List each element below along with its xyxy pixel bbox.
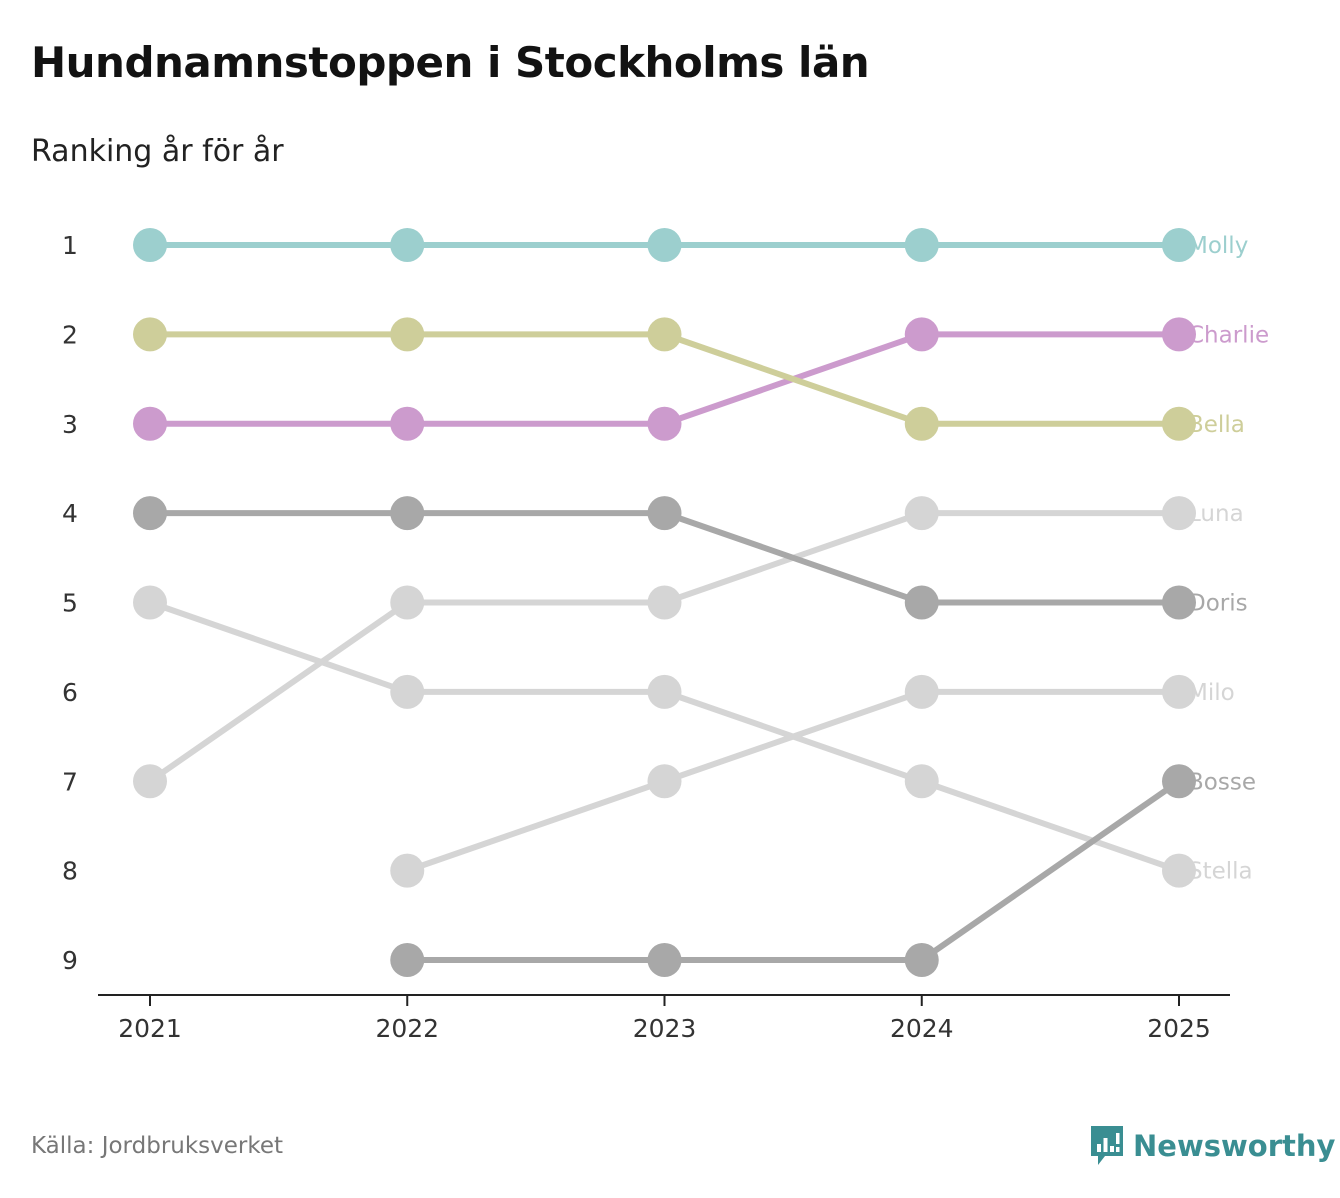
series-label-luna: Luna <box>1188 501 1244 527</box>
point-doris-2022 <box>390 496 425 531</box>
point-bosse-2023 <box>647 943 682 977</box>
point-stella-2024 <box>904 764 939 799</box>
series-points <box>133 228 1196 977</box>
point-charlie-2024 <box>904 317 939 352</box>
point-charlie-2023 <box>647 406 682 441</box>
x-axis: 2021 2022 2023 2024 2025 <box>98 994 1230 1043</box>
series-label-charlie: Charlie <box>1188 322 1269 348</box>
x-tick-label-2023: 2023 <box>633 1014 697 1043</box>
series-line-bosse <box>404 778 1182 963</box>
point-bella-2022 <box>390 317 425 352</box>
point-milo-2023 <box>647 764 682 799</box>
point-doris-2024 <box>904 585 939 620</box>
y-tick-label-9: 9 <box>62 946 78 975</box>
point-bella-2023 <box>647 317 682 352</box>
y-tick-label-3: 3 <box>62 410 78 439</box>
point-stella-2025 <box>1162 853 1196 888</box>
point-bella-2021 <box>133 317 167 352</box>
x-tick-label-2025: 2025 <box>1147 1014 1211 1043</box>
series-label-bosse: Bosse <box>1188 769 1256 795</box>
point-luna-2025 <box>1162 496 1196 531</box>
x-tick-label-2021: 2021 <box>118 1014 182 1043</box>
point-molly-2024 <box>904 228 939 262</box>
point-molly-2025 <box>1162 228 1196 262</box>
point-luna-2022 <box>390 585 425 620</box>
source-note: Källa: Jordbruksverket <box>31 1133 284 1159</box>
point-luna-2021 <box>133 764 167 799</box>
brand-name: Newsworthy <box>1133 1129 1336 1163</box>
y-tick-label-1: 1 <box>62 231 78 260</box>
point-stella-2022 <box>390 674 425 709</box>
point-molly-2021 <box>133 228 167 262</box>
point-luna-2023 <box>647 585 682 620</box>
series-label-milo: Milo <box>1188 680 1235 706</box>
series-line-stella <box>147 599 1182 874</box>
point-doris-2025 <box>1162 585 1196 620</box>
point-bosse-2025 <box>1162 764 1196 799</box>
series-line-milo <box>404 688 1182 874</box>
y-tick-label-6: 6 <box>62 678 78 707</box>
chart-subtitle: Ranking år för år <box>31 134 284 169</box>
point-charlie-2022 <box>390 406 425 441</box>
point-bella-2024 <box>904 406 939 441</box>
point-charlie-2025 <box>1162 317 1196 352</box>
y-tick-label-8: 8 <box>62 857 78 886</box>
point-stella-2021 <box>133 585 167 620</box>
brand-logo: Newsworthy <box>1089 1124 1335 1168</box>
series-label-bella: Bella <box>1188 412 1245 438</box>
y-axis-ticks: 1 2 3 4 5 6 7 8 9 <box>62 231 78 975</box>
series-label-stella: Stella <box>1188 859 1253 885</box>
point-charlie-2021 <box>133 406 167 441</box>
x-tick-label-2022: 2022 <box>375 1014 439 1043</box>
series-labels: Luna Milo Stella Doris Bosse Molly Charlie Bell… <box>1188 233 1269 885</box>
point-doris-2021 <box>133 496 167 531</box>
point-milo-2025 <box>1162 674 1196 709</box>
point-milo-2022 <box>390 853 425 888</box>
point-molly-2023 <box>647 228 682 262</box>
point-bosse-2024 <box>904 943 939 977</box>
y-tick-label-5: 5 <box>62 589 78 618</box>
series-label-doris: Doris <box>1188 591 1248 617</box>
y-tick-label-4: 4 <box>62 499 78 528</box>
chart-title: Hundnamnstoppen i Stockholms län <box>31 38 870 87</box>
point-bella-2025 <box>1162 406 1196 441</box>
point-milo-2024 <box>904 674 939 709</box>
point-bosse-2022 <box>390 943 425 977</box>
series-line-luna <box>147 510 1182 785</box>
point-doris-2023 <box>647 496 682 531</box>
x-tick-label-2024: 2024 <box>890 1014 954 1043</box>
y-tick-label-7: 7 <box>62 767 78 796</box>
series-label-molly: Molly <box>1188 233 1248 259</box>
point-molly-2022 <box>390 228 425 262</box>
point-luna-2024 <box>904 496 939 531</box>
y-tick-label-2: 2 <box>62 320 78 349</box>
point-stella-2023 <box>647 674 682 709</box>
newsworthy-logo-icon <box>1091 1126 1123 1165</box>
